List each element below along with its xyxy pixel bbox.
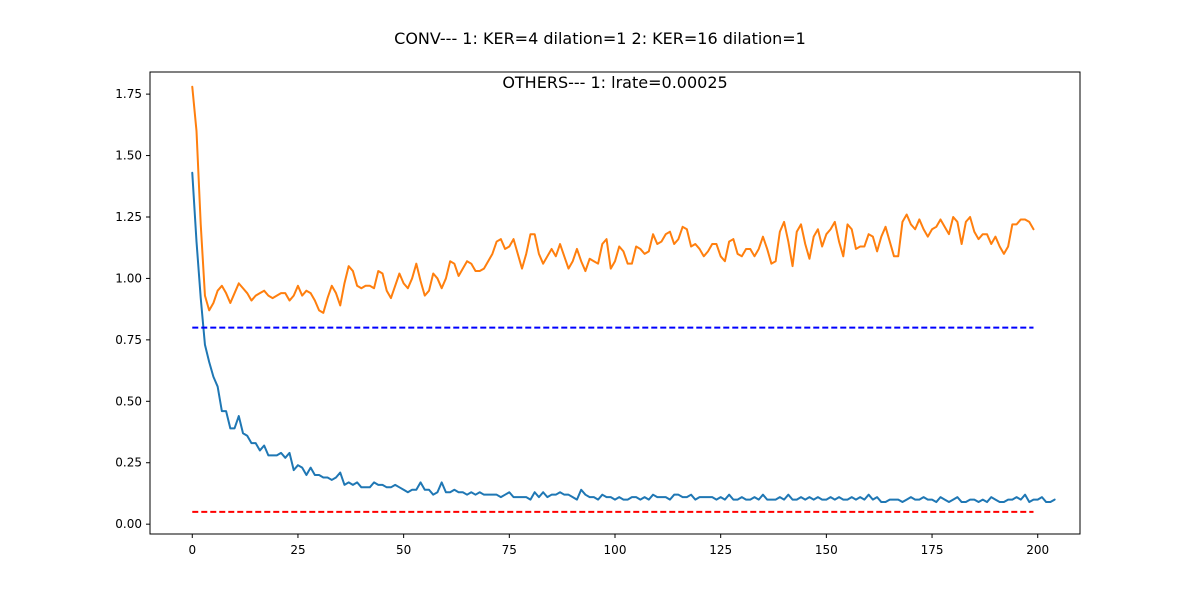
axes-frame (149, 71, 1081, 535)
plot-area (191, 85, 1056, 513)
series-line-1 (191, 85, 1035, 314)
y-tick-label: 1.25 (115, 210, 142, 224)
y-tick-label: 0.50 (115, 394, 142, 408)
axes: 0 25 50 75 100 125 150 175 200 0.00 0.25 0.50 0.75 1.… (115, 71, 1081, 557)
y-tick-label: 1.00 (115, 271, 142, 285)
x-tick-label: 25 (290, 543, 305, 557)
axes-title: OTHERS--- 1: lrate=0.00025 (502, 73, 727, 92)
y-tick-label: 0.25 (115, 456, 142, 470)
x-tick-label: 50 (396, 543, 411, 557)
x-tick-label: 175 (921, 543, 944, 557)
x-tick-label: 75 (502, 543, 517, 557)
x-tick-label: 0 (188, 543, 196, 557)
figure-suptitle: CONV--- 1: KER=4 dilation=1 2: KER=16 di… (394, 29, 806, 48)
x-tick-label: 150 (815, 543, 838, 557)
x-tick-label: 125 (709, 543, 732, 557)
y-tick-label: 1.75 (115, 87, 142, 101)
y-tick-label: 0.75 (115, 333, 142, 347)
y-tick-label: 0.00 (115, 517, 142, 531)
series-line-0 (191, 171, 1056, 504)
x-tick-label: 200 (1026, 543, 1049, 557)
y-tick-label: 1.50 (115, 149, 142, 163)
x-tick-label: 100 (604, 543, 627, 557)
